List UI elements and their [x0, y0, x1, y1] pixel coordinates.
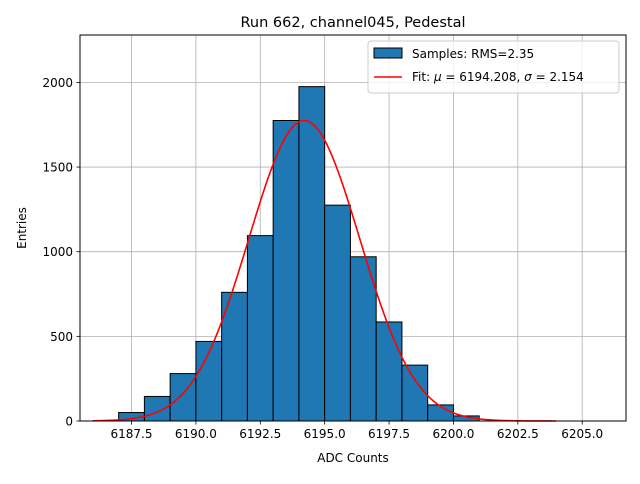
histogram-bar	[246, 235, 274, 422]
fit-curve	[92, 119, 557, 422]
histogram-bar	[272, 119, 300, 422]
x-tick-label: 6197.5	[368, 427, 410, 441]
chart-title: Run 662, channel045, Pedestal	[240, 15, 465, 31]
histogram-bar	[324, 204, 351, 422]
histogram-bar	[375, 321, 403, 422]
legend-label-samples: Samples: RMS=2.35	[412, 47, 534, 61]
legend-fit-prefix: Fit:	[412, 70, 434, 84]
x-tick-label: 6202.5	[497, 427, 539, 441]
x-axis-label: ADC Counts	[317, 451, 389, 465]
legend: Samples: RMS=2.35 Fit: μ = 6194.208, σ =…	[367, 40, 620, 94]
histogram-bar	[169, 373, 197, 422]
plot-frame	[79, 34, 627, 422]
legend-fit-mid: = 6194.208,	[442, 70, 525, 84]
legend-swatch-samples	[373, 47, 403, 59]
y-tick-label: 500	[50, 330, 73, 344]
histogram-bar	[221, 291, 248, 422]
legend-fit-suffix: = 2.154	[532, 70, 584, 84]
histogram-bar	[298, 86, 326, 422]
y-tick-label: 2000	[42, 76, 73, 90]
histogram-bar	[427, 404, 454, 422]
legend-box	[367, 40, 620, 94]
y-tick-label: 1500	[42, 161, 73, 175]
y-tick-label: 1000	[42, 245, 73, 259]
x-axis-ticks: 6187.5 6190.0 6192.5 6195.0 6197.5 6200.0 6202…	[111, 421, 603, 441]
legend-fit-mu-symbol: μ	[433, 70, 442, 84]
histogram-bar	[401, 364, 429, 422]
fit-curve-layer	[92, 119, 557, 422]
histogram-bars	[118, 86, 480, 422]
x-tick-label: 6187.5	[111, 427, 153, 441]
histogram-bar	[349, 256, 377, 422]
x-tick-label: 6200.0	[432, 427, 474, 441]
legend-label-fit: Fit: μ = 6194.208, σ = 2.154	[412, 70, 584, 84]
x-tick-label: 6192.5	[239, 427, 281, 441]
y-axis-ticks: 0 500 1000 1500 2000	[42, 76, 80, 429]
x-tick-label: 6195.0	[304, 427, 346, 441]
x-tick-label: 6190.0	[175, 427, 217, 441]
y-tick-label: 0	[65, 415, 73, 429]
y-axis-label: Entries	[15, 207, 29, 249]
x-tick-label: 6205.0	[561, 427, 603, 441]
legend-fit-sigma-symbol: σ	[524, 70, 532, 84]
histogram-bar	[143, 395, 171, 422]
